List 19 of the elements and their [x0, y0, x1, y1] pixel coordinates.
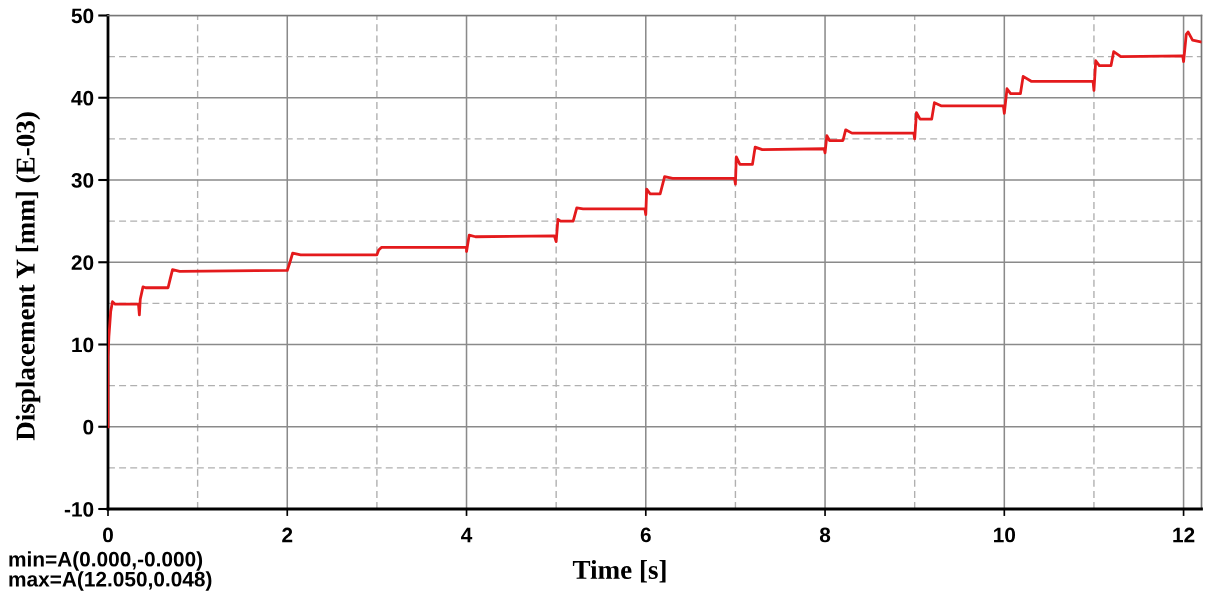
- y-tick-label: 40: [71, 90, 94, 106]
- y-tick-label: 30: [71, 173, 94, 188]
- x-tick-label: 10: [994, 527, 1016, 543]
- text: min=A(0.000,-0.000): [9, 551, 203, 571]
- y-tick-label: 50: [71, 8, 94, 24]
- y-tick-label: 0: [83, 419, 94, 435]
- y-tick-label: -10: [64, 502, 94, 517]
- x-tick-label: 12: [1173, 527, 1195, 543]
- x-axis-title: Time [s]: [572, 560, 666, 583]
- y-tick-label: 10: [72, 337, 94, 353]
- x-tick-label: 8: [819, 527, 831, 543]
- x-tick-label: 4: [461, 527, 473, 543]
- x-tick-label: 6: [640, 527, 651, 543]
- y-axis-title: Displacement Y [mm] (E-03): [15, 112, 41, 441]
- x-tick-label: 2: [282, 527, 293, 543]
- text: max=A(12.050,0.048): [9, 571, 212, 591]
- line-series: [108, 30, 1202, 429]
- y-tick-label: 20: [71, 255, 94, 270]
- x-tick-label: 0: [103, 527, 113, 543]
